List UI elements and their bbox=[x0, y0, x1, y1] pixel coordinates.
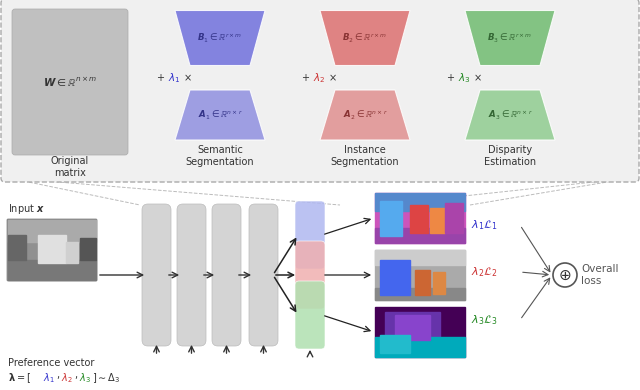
Bar bbox=[375, 250, 465, 265]
Text: $\times$: $\times$ bbox=[473, 73, 482, 83]
Text: $\lambda_1$: $\lambda_1$ bbox=[168, 71, 180, 85]
Text: $\times$: $\times$ bbox=[183, 73, 192, 83]
Text: $\lambda_3$: $\lambda_3$ bbox=[458, 71, 470, 85]
Text: Input $\boldsymbol{x}$: Input $\boldsymbol{x}$ bbox=[8, 202, 45, 216]
Text: Preference vector: Preference vector bbox=[8, 358, 94, 368]
Text: $] \sim \Delta_3$: $] \sim \Delta_3$ bbox=[92, 371, 120, 385]
FancyBboxPatch shape bbox=[7, 219, 97, 281]
Text: $+$: $+$ bbox=[301, 72, 310, 83]
Text: $\boldsymbol{\lambda} = [$: $\boldsymbol{\lambda} = [$ bbox=[8, 371, 31, 385]
Text: Original
matrix: Original matrix bbox=[51, 156, 89, 177]
FancyBboxPatch shape bbox=[295, 241, 325, 309]
Text: $+$: $+$ bbox=[446, 72, 455, 83]
Bar bbox=[375, 288, 465, 300]
Bar bbox=[395, 315, 430, 340]
Text: $\boldsymbol{A}_2 \in \mathbb{R}^{n \times r}$: $\boldsymbol{A}_2 \in \mathbb{R}^{n \tim… bbox=[342, 108, 387, 122]
Bar bbox=[415, 270, 430, 295]
Bar bbox=[8, 235, 26, 260]
Text: $\lambda_1$: $\lambda_1$ bbox=[43, 371, 55, 385]
FancyBboxPatch shape bbox=[142, 204, 171, 346]
Text: $,$: $,$ bbox=[56, 371, 60, 381]
Bar bbox=[375, 250, 465, 300]
Circle shape bbox=[553, 263, 577, 287]
Text: $\oplus$: $\oplus$ bbox=[558, 268, 572, 282]
Bar bbox=[380, 201, 402, 236]
Bar bbox=[385, 312, 440, 342]
FancyBboxPatch shape bbox=[12, 9, 128, 155]
Text: $\lambda_3\mathcal{L}_3$: $\lambda_3\mathcal{L}_3$ bbox=[471, 313, 497, 327]
Text: $\lambda_2$: $\lambda_2$ bbox=[313, 71, 325, 85]
Text: Overall
loss: Overall loss bbox=[581, 264, 618, 286]
Bar bbox=[375, 193, 465, 243]
Text: $\lambda_2\mathcal{L}_2$: $\lambda_2\mathcal{L}_2$ bbox=[471, 265, 497, 279]
Bar bbox=[380, 335, 410, 353]
FancyBboxPatch shape bbox=[177, 204, 206, 346]
Text: $\times$: $\times$ bbox=[328, 73, 337, 83]
Text: $,$: $,$ bbox=[74, 371, 78, 381]
FancyBboxPatch shape bbox=[295, 281, 325, 349]
Text: $\lambda_3$: $\lambda_3$ bbox=[79, 371, 91, 385]
FancyBboxPatch shape bbox=[212, 204, 241, 346]
Bar bbox=[66, 242, 78, 263]
Polygon shape bbox=[320, 90, 410, 140]
Polygon shape bbox=[175, 90, 265, 140]
Bar bbox=[410, 205, 428, 233]
Text: Disparity
Estimation: Disparity Estimation bbox=[484, 145, 536, 167]
Text: Semantic
Segmentation: Semantic Segmentation bbox=[186, 145, 254, 167]
Bar bbox=[80, 238, 96, 260]
Text: $\boldsymbol{B}_2 \in \mathbb{R}^{r \times m}$: $\boldsymbol{B}_2 \in \mathbb{R}^{r \tim… bbox=[342, 32, 388, 44]
Bar bbox=[445, 203, 463, 233]
Text: $\boldsymbol{W} \in \mathbb{R}^{n \times m}$: $\boldsymbol{W} \in \mathbb{R}^{n \times… bbox=[43, 75, 97, 89]
Bar bbox=[8, 260, 96, 280]
Bar bbox=[8, 220, 96, 242]
Text: $\boldsymbol{B}_3 \in \mathbb{R}^{r \times m}$: $\boldsymbol{B}_3 \in \mathbb{R}^{r \tim… bbox=[487, 32, 532, 44]
Polygon shape bbox=[320, 11, 410, 66]
Text: $\boldsymbol{A}_3 \in \mathbb{R}^{n \times r}$: $\boldsymbol{A}_3 \in \mathbb{R}^{n \tim… bbox=[488, 108, 532, 122]
Polygon shape bbox=[465, 90, 555, 140]
Bar bbox=[38, 235, 66, 263]
Text: Instance
Segmentation: Instance Segmentation bbox=[331, 145, 399, 167]
Text: $\boldsymbol{A}_1 \in \mathbb{R}^{n \times r}$: $\boldsymbol{A}_1 \in \mathbb{R}^{n \tim… bbox=[198, 108, 243, 122]
Polygon shape bbox=[465, 11, 555, 66]
Bar bbox=[375, 228, 465, 243]
Bar bbox=[380, 260, 410, 295]
Text: $\lambda_1\mathcal{L}_1$: $\lambda_1\mathcal{L}_1$ bbox=[471, 218, 497, 232]
Bar bbox=[375, 337, 465, 357]
Polygon shape bbox=[175, 11, 265, 66]
Bar bbox=[375, 307, 465, 357]
Bar bbox=[430, 208, 445, 233]
FancyBboxPatch shape bbox=[249, 204, 278, 346]
Bar bbox=[375, 193, 465, 211]
FancyBboxPatch shape bbox=[295, 201, 325, 269]
Text: $+$: $+$ bbox=[156, 72, 165, 83]
Text: $\lambda_2$: $\lambda_2$ bbox=[61, 371, 73, 385]
Text: $\boldsymbol{B}_1 \in \mathbb{R}^{r \times m}$: $\boldsymbol{B}_1 \in \mathbb{R}^{r \tim… bbox=[197, 32, 243, 44]
FancyBboxPatch shape bbox=[1, 0, 639, 182]
Bar bbox=[433, 272, 445, 294]
